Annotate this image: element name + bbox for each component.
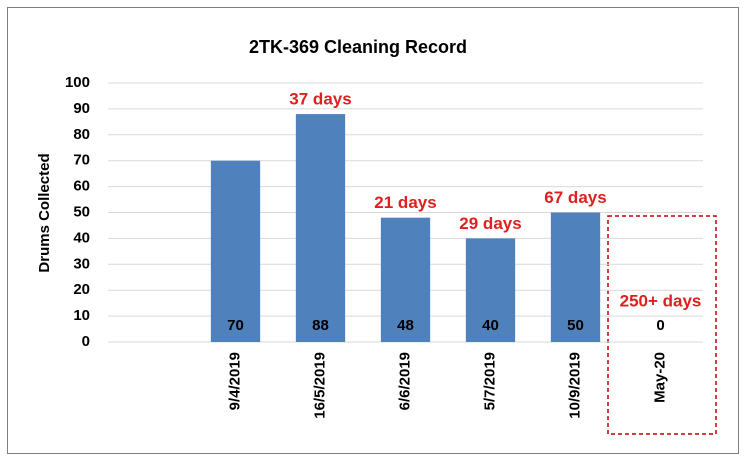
x-tick-label: 6/6/2019 [396,352,413,410]
y-tick-label: 0 [82,333,90,350]
data-label: 88 [312,317,329,334]
annotation: 29 days [459,214,521,233]
y-tick-label: 90 [73,100,90,117]
data-label: 40 [482,317,499,334]
x-tick-label: 10/9/2019 [566,352,583,419]
bar [210,160,261,342]
y-tick-label: 80 [73,126,90,143]
y-tick-label: 70 [73,152,90,169]
annotation: 21 days [374,193,436,212]
highlight-box [607,215,717,435]
annotation: 67 days [544,188,606,207]
annotation: 250+ days [620,291,702,310]
data-label: 50 [567,317,584,334]
y-tick-label: 60 [73,178,90,195]
x-tick-label: 5/7/2019 [481,352,498,410]
data-label: 0 [656,317,664,334]
bar [465,238,516,342]
data-label: 70 [227,317,244,334]
y-tick-label: 40 [73,229,90,246]
chart-border [7,7,739,454]
x-tick-label: 9/4/2019 [226,352,243,410]
x-tick-label: 16/5/2019 [311,352,328,419]
bar [295,114,346,342]
annotation: 37 days [289,90,351,109]
bar [380,217,431,342]
y-tick-label: 50 [73,203,90,220]
y-tick-label: 30 [73,255,90,272]
x-tick-label: May-20 [651,352,668,403]
data-label: 48 [397,317,414,334]
y-tick-label: 20 [73,281,90,298]
y-tick-label: 100 [65,74,90,91]
y-tick-label: 10 [73,307,90,324]
bar [550,212,601,342]
chart-title: 2TK-369 Cleaning Record [249,37,467,57]
y-axis-label: Drums Collected [36,153,53,272]
